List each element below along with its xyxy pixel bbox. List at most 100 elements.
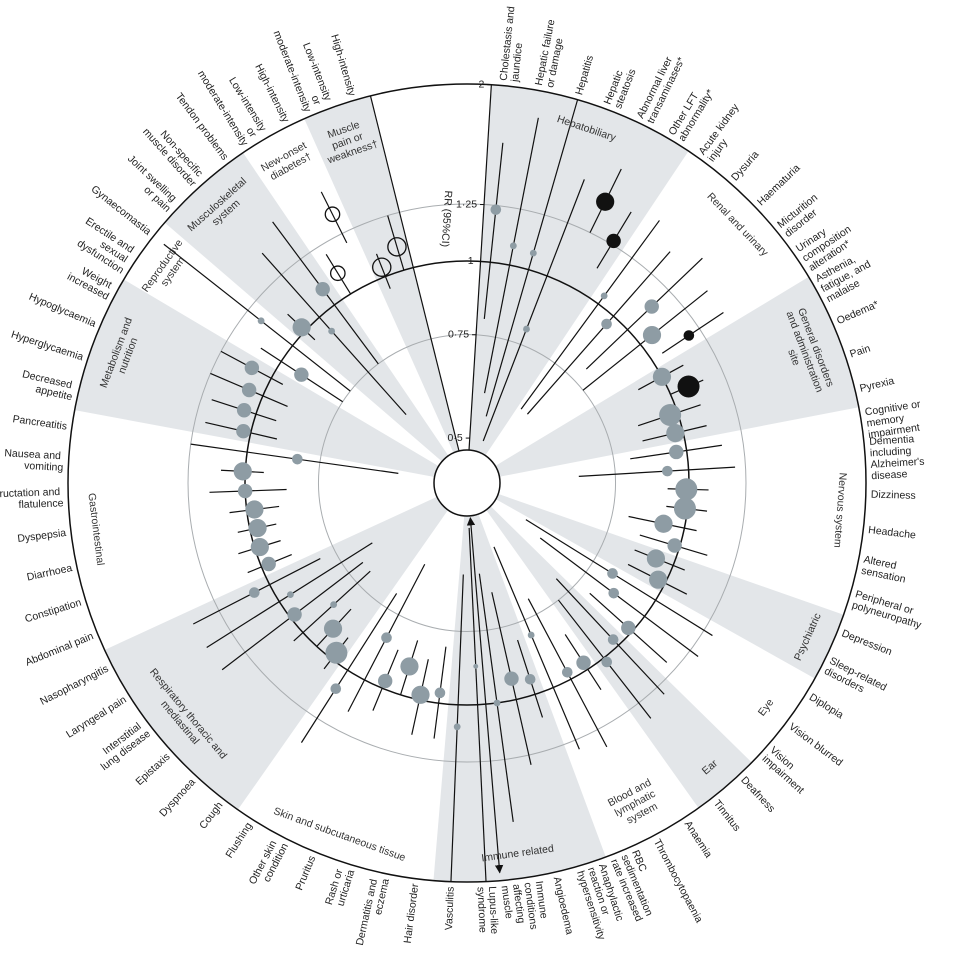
estimate-marker [250, 537, 269, 557]
outcome-label: Haematuria [755, 162, 803, 208]
estimate-marker [666, 424, 685, 443]
axis-tick-label: 2 [479, 79, 485, 91]
estimate-marker [601, 656, 613, 668]
estimate-marker [330, 683, 342, 695]
group-sector [104, 496, 449, 810]
outcome-label: Nausea and vomiting [3, 447, 64, 474]
axis-tick-label: 1 [468, 255, 474, 267]
group-sector [469, 84, 689, 456]
estimate-marker [292, 318, 311, 337]
outcome-label: Diarrhoea [26, 562, 74, 583]
outcome-label: Flushing [223, 820, 255, 860]
outcome-label: Peripheral or polyneuropathy [851, 588, 927, 631]
group-sector [486, 506, 752, 808]
outcome-label: Dysuria [729, 148, 762, 183]
estimate-marker [649, 570, 668, 589]
outcome-label: Dermatitis and eczema [354, 875, 392, 949]
estimate-marker [509, 242, 517, 250]
group-label: New-onset diabetes† [259, 138, 317, 185]
estimate-marker [644, 299, 659, 314]
estimate-marker [646, 549, 666, 568]
outcome-label: Thrombocytopaenia [651, 837, 705, 925]
estimate-marker [667, 538, 682, 553]
ci-line [320, 191, 348, 244]
ci-line [483, 142, 504, 319]
estimate-marker [381, 632, 392, 644]
estimate-marker [329, 265, 346, 282]
outcome-label: Decreased appetite [18, 368, 76, 403]
estimate-marker [652, 367, 672, 386]
estimate-marker [434, 687, 446, 699]
axis-tick-label: 1·25 [456, 198, 477, 210]
group-sector [495, 276, 859, 477]
estimate-marker [292, 453, 303, 465]
group-label: Eye [756, 696, 777, 718]
ci-line [375, 253, 391, 289]
ci-line [483, 117, 539, 394]
outcome-label: Epistaxis [133, 751, 172, 788]
ci-line [493, 546, 580, 750]
outcome-label: Oedema* [835, 298, 880, 327]
ci-line [261, 252, 407, 416]
outcome-label: Pancreatitis [12, 413, 68, 433]
estimate-marker [600, 292, 608, 300]
outcome-label: Interstitial lung disease [92, 718, 153, 773]
estimate-marker [233, 462, 252, 481]
group-sector [74, 279, 439, 477]
outcome-label: Dizziness [871, 488, 916, 501]
estimate-marker [504, 671, 519, 686]
estimate-marker [601, 318, 612, 330]
estimate-marker [675, 478, 698, 501]
estimate-marker [669, 444, 684, 460]
ci-line [526, 251, 671, 415]
estimate-marker [236, 403, 252, 418]
estimate-marker [642, 325, 662, 345]
estimate-marker [596, 192, 615, 211]
sector-edge [369, 95, 460, 452]
group-label: Reproductive system [139, 235, 196, 302]
outcome-label: Other skin condition [246, 836, 290, 892]
estimate-marker [561, 666, 573, 678]
estimate-marker [493, 699, 501, 707]
outcome-label: Constipation [23, 596, 82, 625]
estimate-marker [237, 483, 253, 499]
estimate-marker [662, 465, 673, 477]
outcome-label: Vision impairment [760, 744, 814, 796]
estimate-marker [323, 619, 343, 638]
estimate-marker [654, 514, 673, 533]
ci-line [468, 527, 487, 882]
ci-line [485, 99, 579, 417]
estimate-marker [400, 657, 419, 676]
group-label: Skin and subcutaneous tissue [272, 805, 407, 864]
estimate-marker [257, 317, 265, 325]
estimate-marker [621, 620, 636, 636]
ci-line [520, 220, 660, 410]
estimate-marker [241, 382, 257, 398]
estimate-marker [372, 257, 392, 277]
group-label: Blood and lymphatic system [606, 775, 667, 830]
estimate-marker [387, 237, 407, 257]
axis-tick-label: 0·75 [448, 329, 469, 341]
grid-circle [67, 83, 867, 883]
ci-line [539, 537, 699, 658]
estimate-marker [683, 330, 695, 341]
estimate-marker [659, 404, 682, 427]
estimate-marker [261, 556, 276, 572]
outcome-label: Diplopia [807, 691, 846, 721]
outcome-label: Anaemia [682, 819, 715, 860]
estimate-marker [236, 424, 251, 439]
outcome-label: Hepatic steatosis [601, 63, 638, 110]
estimate-marker [527, 631, 535, 639]
outcome-label: Cough [197, 799, 225, 831]
group-label: Gastrointestinal [86, 492, 107, 566]
estimate-marker [377, 673, 393, 689]
estimate-marker [607, 634, 619, 645]
estimate-marker [523, 325, 530, 333]
outcome-label: Angioedema [551, 876, 576, 936]
ci-line [387, 215, 405, 271]
outcome-label: Hepatic failure or damage [533, 15, 569, 88]
axis-title: RR (95%CI) [439, 190, 454, 247]
group-sector [495, 493, 844, 679]
outcome-label: Headache [868, 524, 917, 542]
